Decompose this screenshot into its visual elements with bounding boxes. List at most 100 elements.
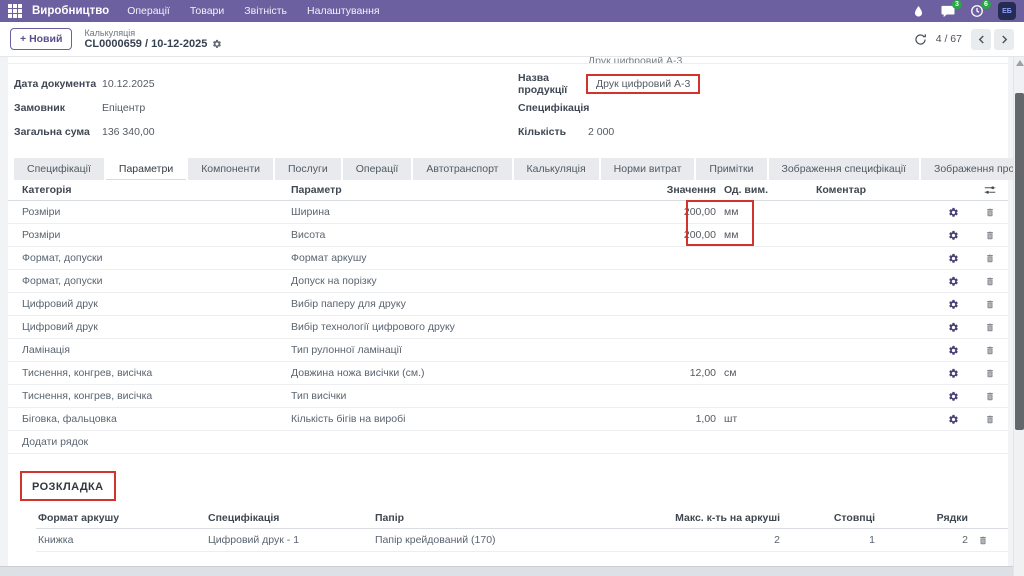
- row-trash-icon[interactable]: [971, 253, 1008, 264]
- column-header-sheet-format[interactable]: Формат аркушу: [38, 511, 120, 524]
- new-button-label: Новий: [29, 33, 63, 45]
- tab[interactable]: Зображення специфікації: [768, 158, 919, 180]
- pager-previous-button[interactable]: [971, 28, 991, 50]
- user-avatar[interactable]: ЕБ: [998, 2, 1016, 20]
- row-trash-icon[interactable]: [971, 391, 1008, 402]
- param-value-cell[interactable]: 200,00: [683, 206, 716, 218]
- vertical-scrollbar[interactable]: [1013, 57, 1024, 576]
- field-value[interactable]: Друк цифровий А-3: [586, 74, 701, 94]
- row-trash-icon[interactable]: [971, 322, 1008, 333]
- tab[interactable]: Примітки: [696, 158, 767, 180]
- row-gear-icon[interactable]: [935, 299, 971, 310]
- column-header-parameter[interactable]: Параметр: [291, 184, 342, 196]
- field-label: Замовник: [14, 102, 65, 114]
- row-trash-icon[interactable]: [971, 299, 1008, 310]
- param-category-cell: Формат, допуски: [22, 252, 103, 264]
- top-menu-item[interactable]: Звітність: [244, 5, 288, 17]
- param-name-cell: Висота: [291, 229, 326, 241]
- row-gear-icon[interactable]: [935, 207, 971, 218]
- column-header-uom[interactable]: Од. вим.: [724, 184, 768, 196]
- tab[interactable]: Операції: [342, 158, 412, 180]
- column-header-columns[interactable]: Стовпці: [833, 511, 875, 524]
- field-label: Кількість: [518, 126, 567, 138]
- row-trash-icon[interactable]: [971, 368, 1008, 379]
- row-trash-icon[interactable]: [970, 535, 1008, 546]
- add-row-link[interactable]: Додати рядок: [8, 431, 1008, 454]
- field-value[interactable]: 10.12.2025: [102, 78, 155, 90]
- new-button[interactable]: + Новий: [10, 28, 73, 50]
- tab[interactable]: Компоненти: [188, 158, 273, 180]
- field-value[interactable]: Епіцентр: [102, 102, 146, 114]
- params-table-row[interactable]: Тиснення, конгрев, висічка Тип висічки: [8, 385, 1008, 408]
- param-value-cell[interactable]: 200,00: [683, 229, 716, 241]
- control-bar: + Новий Калькуляція CL0000659 / 10-12-20…: [0, 22, 1024, 57]
- row-gear-icon[interactable]: [935, 276, 971, 287]
- field-label: Загальна сума: [14, 126, 90, 138]
- apps-grid-icon[interactable]: [8, 4, 22, 18]
- tab[interactable]: Послуги: [275, 158, 341, 180]
- field-value[interactable]: 2 000: [588, 126, 615, 138]
- annotation-box-section-title: РОЗКЛАДКА: [20, 471, 116, 501]
- params-table-row[interactable]: Цифровий друк Вибір технології цифрового …: [8, 316, 1008, 339]
- row-gear-icon[interactable]: [935, 391, 971, 402]
- tab-active[interactable]: Параметри: [105, 158, 187, 180]
- tab[interactable]: Специфікації: [14, 158, 104, 180]
- tab[interactable]: Автотранспорт: [413, 158, 512, 180]
- row-trash-icon[interactable]: [971, 276, 1008, 287]
- column-header-category[interactable]: Категорія: [22, 184, 72, 196]
- top-menu-item[interactable]: Операції: [127, 5, 170, 17]
- row-trash-icon[interactable]: [971, 230, 1008, 241]
- params-table-row[interactable]: Ламінація Тип рулонної ламінації: [8, 339, 1008, 362]
- params-table-row[interactable]: Формат, допуски Допуск на порізку: [8, 270, 1008, 293]
- scroll-up-arrow-icon[interactable]: [1016, 60, 1024, 66]
- column-header-rows[interactable]: Рядки: [936, 511, 968, 524]
- params-table-row[interactable]: Розміри Висота 200,00 мм: [8, 224, 1008, 247]
- field-value[interactable]: 136 340,00: [102, 126, 155, 138]
- top-menu-item[interactable]: Товари: [189, 5, 225, 17]
- row-gear-icon[interactable]: [935, 253, 971, 264]
- column-header-specification[interactable]: Специфікація: [208, 511, 280, 524]
- record-gear-icon[interactable]: [212, 39, 222, 49]
- column-header-max-per-sheet[interactable]: Макс. к-ть на аркуші: [675, 511, 780, 524]
- clipped-field-row: Друк цифровий А-3: [8, 57, 1008, 64]
- layout-table-row[interactable]: Книжка Цифровий друк - 1 Папір крейдований…: [36, 529, 1008, 552]
- refresh-icon[interactable]: [914, 33, 927, 46]
- row-gear-icon[interactable]: [935, 368, 971, 379]
- param-value-cell[interactable]: 1,00: [695, 413, 716, 425]
- app-name[interactable]: Виробництво: [32, 5, 110, 17]
- messages-icon[interactable]: 3: [940, 0, 962, 19]
- form-fields: Дата документа 10.12.2025 Замовник Епіцентр…: [8, 64, 1008, 144]
- activities-clock-icon[interactable]: 6: [969, 0, 991, 19]
- row-trash-icon[interactable]: [971, 345, 1008, 356]
- param-category-cell: Тиснення, конгрев, висічка: [22, 390, 153, 402]
- params-table-row[interactable]: Формат, допуски Формат аркушу: [8, 247, 1008, 270]
- layout-table-body: Книжка Цифровий друк - 1 Папір крейдований…: [36, 529, 1008, 552]
- adjust-columns-icon[interactable]: [971, 184, 1008, 196]
- row-gear-icon[interactable]: [935, 230, 971, 241]
- top-menu-item[interactable]: Налаштування: [307, 5, 380, 17]
- drop-icon[interactable]: [911, 4, 926, 19]
- column-header-comment[interactable]: Коментар: [816, 184, 867, 196]
- column-header-value[interactable]: Значення: [666, 184, 716, 196]
- params-table-row[interactable]: Цифровий друк Вибір паперу для друку: [8, 293, 1008, 316]
- form-field: Назва продукції Друк цифровий А-3: [518, 72, 1008, 96]
- tab[interactable]: Норми витрат: [600, 158, 695, 180]
- row-gear-icon[interactable]: [935, 345, 971, 356]
- row-trash-icon[interactable]: [971, 207, 1008, 218]
- pager-next-button[interactable]: [994, 28, 1014, 50]
- params-table-row[interactable]: Розміри Ширина 200,00 мм: [8, 201, 1008, 224]
- params-table-row[interactable]: Біговка, фальцовка Кількість бігів на вир…: [8, 408, 1008, 431]
- param-value-cell[interactable]: 12,00: [689, 367, 716, 379]
- param-uom-cell: см: [724, 367, 737, 379]
- row-trash-icon[interactable]: [971, 414, 1008, 425]
- row-gear-icon[interactable]: [935, 322, 971, 333]
- params-table-row[interactable]: Тиснення, конгрев, висічка Довжина ножа в…: [8, 362, 1008, 385]
- column-header-paper[interactable]: Папір: [375, 511, 405, 524]
- scrollbar-thumb[interactable]: [1015, 93, 1024, 430]
- param-uom-cell: шт: [724, 413, 738, 425]
- tab[interactable]: Калькуляція: [513, 158, 599, 180]
- form-field: Загальна сума 136 340,00: [8, 120, 508, 144]
- tab[interactable]: Зображення продукції: [921, 158, 1024, 180]
- row-gear-icon[interactable]: [935, 414, 971, 425]
- breadcrumb-parent[interactable]: Калькуляція: [84, 27, 136, 38]
